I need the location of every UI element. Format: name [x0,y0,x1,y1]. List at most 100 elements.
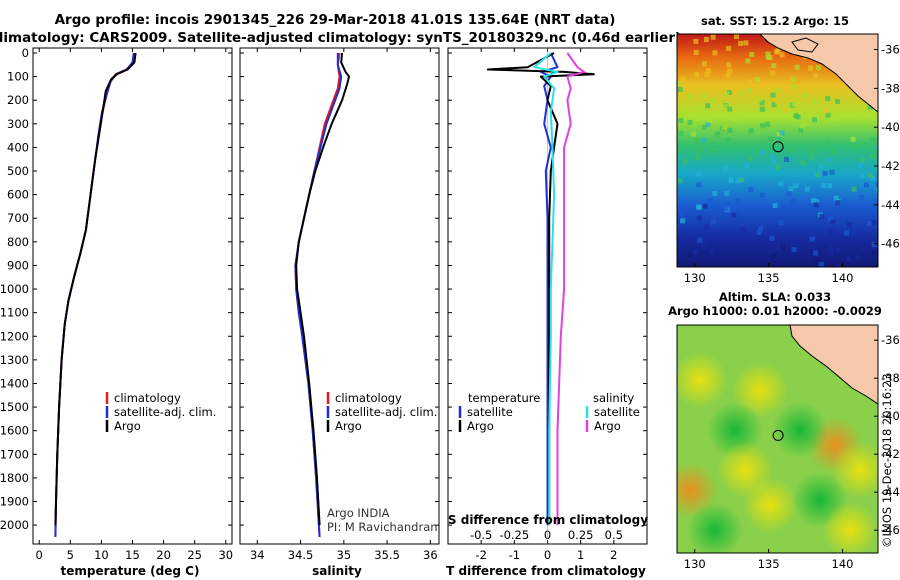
sst-pixel [855,114,861,120]
map-x-tick-label: 130 [684,557,706,571]
sst-pixel [809,148,815,154]
sst-pixel [748,187,754,193]
map-y-tick-label: -40 [881,409,900,423]
depth-tick-label: 600 [7,188,29,202]
sst-pixel [777,181,783,187]
depth-tick-label: 400 [7,140,29,154]
figure-title-line1: Argo profile: incois 2901345_226 29-Mar-… [55,12,616,28]
depth-tick-label: 1600 [0,424,29,438]
sst-pixel [677,178,683,184]
sla-anomaly-blob [717,442,773,498]
sst-pixel [732,116,738,122]
sst-pixel [827,228,833,234]
sst-pixel [690,131,696,137]
sst-pixel [728,178,734,184]
sst-pixel [816,65,821,71]
sst-pixel [771,63,777,69]
sla-map-axes: 130 135 140 -36 -38 -40 -42 -44 -46 [684,333,900,571]
sst-pixel [711,147,717,153]
sst-pixel [829,82,835,88]
sst-pixel [831,148,837,154]
sst-pixel [727,127,733,133]
sst-pixel [867,104,873,110]
map-y-tick-label: -42 [881,447,900,461]
sst-pixel [770,92,776,98]
sst-pixel [708,198,713,204]
sst-pixel [722,165,728,171]
t-difference-axis-label: T difference from climatology [446,564,646,578]
sst-pixel [727,106,733,112]
sst-pixel [704,72,710,78]
difference-plot: -2 -1 0 1 2-0.5 -0.25 0 0.25 0.5 [470,48,623,562]
salinity-plot: 34 34.5 35 35.5 36 [250,48,438,562]
sst-pixel [859,157,865,163]
legend-title-salinity: salinity [593,391,634,405]
sst-pixel [705,68,711,74]
x-tick-label: 10 [94,548,109,562]
sst-pixel [813,73,819,79]
x-tick-label: 5 [67,548,74,562]
sst-pixel [805,186,810,192]
sst-pixel [703,109,709,115]
legend-label-salinity-argo: Argo [594,419,621,433]
sst-pixel [701,243,707,249]
map-y-tick-label: -44 [881,485,900,499]
sst-pixel [743,40,749,46]
depth-tick-label: 1700 [0,447,29,461]
sst-pixel [755,76,761,82]
sst-pixel [776,137,782,143]
sst-pixel [829,169,835,175]
sst-pixel [757,97,762,103]
sst-pixel [813,202,819,208]
sst-pixel [835,247,841,253]
map-y-tick-label: -36 [881,43,900,57]
x-tick-label: 20 [156,548,171,562]
sst-pixel [740,227,746,233]
sst-pixel [726,62,732,68]
sst-pixel [790,198,796,204]
map-x-tick-label: 135 [758,271,780,285]
s-diff-tick-label: 0.25 [568,528,594,542]
temperature-axis-label: temperature (deg C) [61,564,200,578]
map-x-tick-label: 135 [758,557,780,571]
legend-label-climatology: climatology [114,391,181,405]
sst-pixel [769,154,775,160]
sst-pixel [791,84,797,90]
sst-pixel [710,98,716,104]
x-tick-label: 0 [544,548,551,562]
x-tick-label: 0 [36,548,43,562]
temperature-panel-frame [32,47,233,545]
depth-tick-label: 1900 [0,495,29,509]
sst-map-axes: 130 135 140 -36 -38 -40 -42 -44 -46 [684,43,900,285]
legend-label-salinity-satellite: satellite [594,405,640,419]
depth-tick-label: 1100 [0,306,29,320]
sst-pixel [677,87,683,92]
series-line-salinity-satellite [533,52,559,526]
sst-pixel [869,153,875,159]
x-tick-label: 34 [250,548,265,562]
sst-pixel [711,219,717,225]
depth-tick-label: 100 [7,70,29,84]
sst-pixel [703,37,709,42]
sst-pixel [723,104,728,110]
x-tick-label: 35 [337,548,352,562]
sla-anomaly-blob [677,352,728,408]
sst-pixel [793,183,799,189]
sst-pixel [765,121,771,127]
sst-pixel [701,137,707,143]
depth-tick-label: 1000 [0,282,29,296]
sst-pixel [712,191,718,196]
sst-pixel [772,202,778,208]
sst-pixel [791,246,797,252]
sla-map [677,325,878,553]
sla-map-subtitle: Argo h1000: 0.01 h2000: -0.0029 [668,304,882,318]
sst-pixel [837,113,843,119]
sla-map-title: Altim. SLA: 0.033 [719,290,831,304]
sst-pixel [870,137,876,142]
sst-pixel [721,124,727,130]
sst-pixel [774,49,780,55]
legend-label-temperature-satellite: satellite [467,405,513,419]
sst-pixel [784,157,789,162]
sla-anomaly-blob [687,502,743,553]
